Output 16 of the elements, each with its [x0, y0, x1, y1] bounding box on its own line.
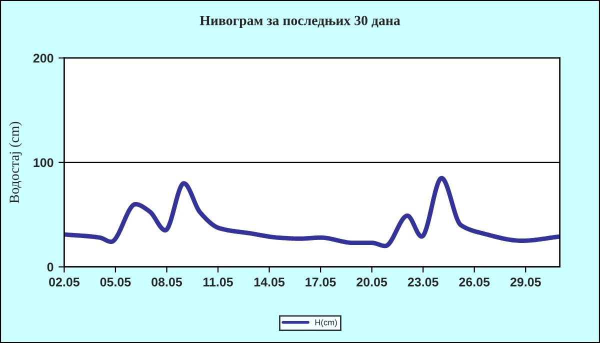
y-axis-title: Водостај (cm)	[9, 122, 22, 204]
x-tick-label: 26.05	[459, 278, 490, 286]
x-tick-label: 08.05	[152, 278, 182, 286]
x-tick-label: 23.05	[408, 278, 438, 286]
x-tick-label: 05.05	[100, 278, 131, 286]
y-tick-label: 200	[33, 54, 54, 63]
legend-label: H(cm)	[315, 319, 337, 327]
y-tick-label: 100	[34, 158, 54, 168]
x-tick-label: 11.05	[204, 278, 233, 286]
x-tick-label: 17.05	[306, 278, 336, 286]
x-tick-label: 29.05	[510, 278, 541, 286]
y-tick-label: 0	[47, 262, 54, 272]
chart-title: Нивограм за последњих 30 дана	[200, 16, 400, 28]
x-tick-label: 14.05	[254, 278, 285, 286]
x-tick-label: 02.05	[49, 278, 80, 286]
x-tick-label: 20.05	[356, 278, 388, 286]
